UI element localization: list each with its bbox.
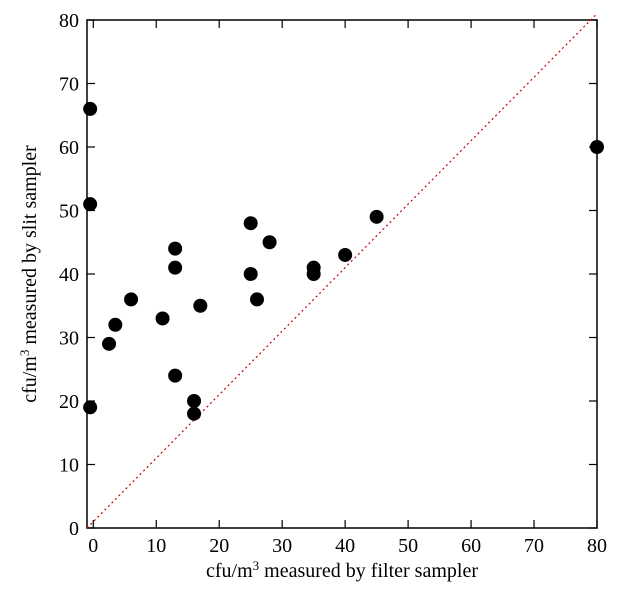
data-point xyxy=(243,216,258,231)
x-tick-label: 50 xyxy=(398,535,418,557)
data-point xyxy=(262,235,277,250)
data-point xyxy=(102,336,117,351)
data-point xyxy=(338,247,353,262)
y-tick-labels: 0 10 20 30 40 50 60 70 80 xyxy=(59,10,79,540)
x-tick-labels: 0 10 20 30 40 50 60 70 80 xyxy=(88,535,607,557)
y-tick-label: 20 xyxy=(59,391,79,413)
reference-line xyxy=(86,13,598,529)
data-point xyxy=(168,260,183,275)
data-point xyxy=(168,241,183,256)
data-point xyxy=(83,400,98,415)
data-point xyxy=(590,140,604,154)
x-tick-label: 40 xyxy=(335,535,355,557)
y-tick-label: 0 xyxy=(69,518,79,540)
data-point xyxy=(124,292,139,307)
y-axis-title: cfu/m3 measured by slit sampler xyxy=(17,145,42,403)
x-tick-label: 60 xyxy=(461,535,481,557)
x-axis-title: cfu/m3 measured by filter sampler xyxy=(206,558,478,583)
y-tick-label: 70 xyxy=(59,74,79,96)
data-points xyxy=(83,101,604,421)
data-point xyxy=(187,406,202,421)
x-tick-label: 80 xyxy=(587,535,607,557)
data-point xyxy=(193,298,208,313)
y-tick-label: 60 xyxy=(59,137,79,159)
y-tick-label: 10 xyxy=(59,455,79,477)
y-tick-label: 80 xyxy=(59,10,79,32)
data-point xyxy=(155,311,170,326)
data-point xyxy=(108,317,123,332)
y-tick-label: 30 xyxy=(59,328,79,350)
y-tick-label: 40 xyxy=(59,264,79,286)
plot-frame xyxy=(86,19,598,529)
data-point xyxy=(250,292,264,307)
x-tick-label: 30 xyxy=(272,535,292,557)
data-point xyxy=(83,101,98,116)
data-point xyxy=(306,267,321,281)
x-tick-label: 10 xyxy=(146,535,166,557)
data-point xyxy=(168,368,183,383)
axis-ticks xyxy=(87,19,598,529)
x-tick-label: 70 xyxy=(524,535,544,557)
data-point xyxy=(187,394,202,408)
data-point xyxy=(243,267,258,281)
x-tick-label: 20 xyxy=(209,535,229,557)
y-tick-label: 50 xyxy=(59,201,79,223)
data-point xyxy=(83,197,98,212)
data-point xyxy=(369,209,384,224)
x-tick-label: 0 xyxy=(88,535,98,557)
